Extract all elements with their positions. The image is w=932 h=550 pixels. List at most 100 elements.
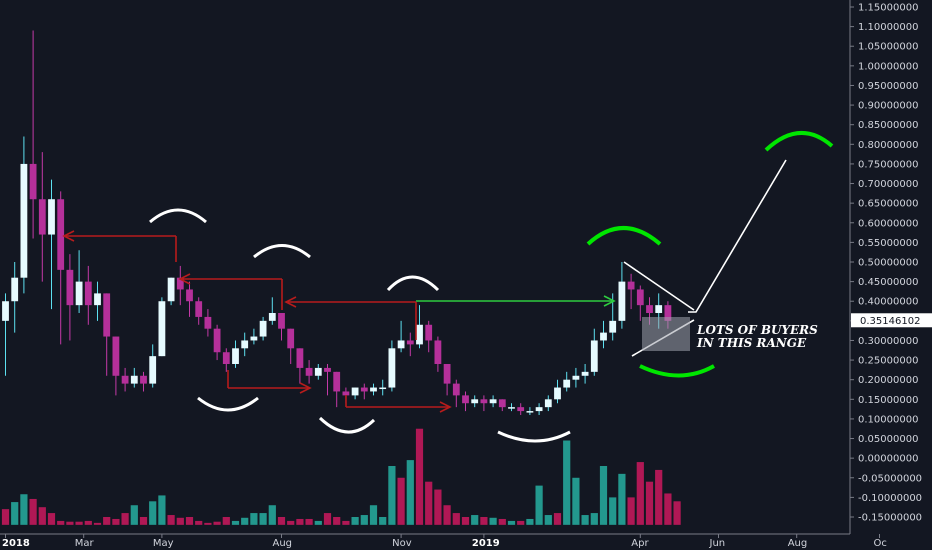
candle-body xyxy=(379,387,387,390)
volume-bar xyxy=(397,477,405,525)
volume-bar xyxy=(636,462,644,525)
price-tick-label: 0.90000000 xyxy=(858,101,918,112)
candle-body xyxy=(121,375,129,384)
red-arrows xyxy=(62,230,452,413)
price-tick-label: 0.60000000 xyxy=(858,218,918,229)
candle-body xyxy=(305,367,313,376)
green-bowl-arc xyxy=(639,364,715,378)
volume-bar xyxy=(195,520,203,525)
volume-bar xyxy=(461,517,470,525)
candle-body xyxy=(388,348,396,388)
annotation-text-line2: IN THIS RANGE xyxy=(696,336,807,350)
candle-body xyxy=(434,340,442,364)
dome-arc xyxy=(386,275,440,292)
candle-body xyxy=(167,277,175,302)
current-price-tag xyxy=(851,313,932,328)
price-tick-label: 0.85000000 xyxy=(858,120,918,131)
volume-bar xyxy=(553,513,562,525)
candle-body xyxy=(443,364,451,384)
volume-bar xyxy=(323,513,332,525)
current-price-label: 0.35146102 xyxy=(860,316,920,327)
candle-body xyxy=(416,324,423,345)
volume-bar xyxy=(572,477,580,525)
candle-body xyxy=(314,367,322,376)
price-tick-label: 0.45000000 xyxy=(858,277,918,288)
candle-body xyxy=(572,375,580,380)
volume-bar xyxy=(655,469,663,525)
candle-body xyxy=(130,375,138,384)
volume-bar xyxy=(360,515,368,525)
candle-body xyxy=(498,399,506,408)
volume-bar xyxy=(112,518,120,525)
volume-bar xyxy=(204,522,212,525)
price-tick-label: 0.15000000 xyxy=(858,395,918,406)
candle-body xyxy=(452,383,460,396)
volume-bar xyxy=(1,509,10,525)
candle-body xyxy=(618,281,626,321)
price-axis-bg xyxy=(850,0,932,550)
volume-bars xyxy=(1,428,681,525)
volume-bar xyxy=(590,513,598,525)
candle-body xyxy=(149,356,157,384)
candle-body xyxy=(140,375,147,384)
candle-body xyxy=(250,336,258,341)
candle-body xyxy=(563,379,571,388)
candle-body xyxy=(609,320,617,333)
candle-body xyxy=(425,324,433,341)
volume-bar xyxy=(563,440,571,525)
time-tick-label: Mar xyxy=(75,538,95,549)
candle-body xyxy=(112,336,120,376)
volume-bar xyxy=(443,505,451,525)
price-tick-label: 0.55000000 xyxy=(858,238,918,249)
time-tick-label: Oc xyxy=(874,538,887,549)
candle-body xyxy=(636,289,644,306)
price-tick-label: 0.10000000 xyxy=(858,414,918,425)
volume-bar xyxy=(406,460,414,525)
candle-body xyxy=(342,391,350,396)
volume-bar xyxy=(507,520,516,525)
volume-bar xyxy=(66,521,74,525)
volume-bar xyxy=(176,517,184,525)
volume-bar xyxy=(673,501,681,525)
price-tick-label: 0.80000000 xyxy=(858,140,918,151)
volume-bar xyxy=(213,521,221,525)
green-target-arc xyxy=(764,131,834,152)
volume-bar xyxy=(526,518,534,525)
volume-bar xyxy=(231,520,240,525)
candle-body xyxy=(2,301,9,321)
volume-bar xyxy=(241,517,249,525)
candle-body xyxy=(462,395,469,404)
volume-bar xyxy=(158,495,166,525)
candle-body xyxy=(535,407,543,412)
annotation-text-line1: LOTS OF BUYERS xyxy=(696,323,818,337)
dome-arc xyxy=(253,244,311,259)
price-tick-label: -0.15000000 xyxy=(858,513,922,524)
time-tick-label: May xyxy=(153,538,174,549)
candle-body xyxy=(94,293,101,306)
candle-body xyxy=(278,313,285,329)
time-tick-label: 2018 xyxy=(2,538,30,549)
candle-body xyxy=(406,340,414,345)
candle-body xyxy=(646,305,653,313)
volume-bar xyxy=(627,497,635,525)
candle-body xyxy=(186,289,193,302)
volume-bar xyxy=(250,513,258,525)
candle-body xyxy=(600,332,607,341)
candle-body xyxy=(581,371,589,376)
price-tick-label: 0.25000000 xyxy=(858,356,918,367)
time-tick-label: Aug xyxy=(273,538,293,549)
volume-bar xyxy=(535,485,543,525)
volume-bar xyxy=(38,507,46,525)
time-tick-label: Aug xyxy=(788,538,808,549)
bowl-arc xyxy=(318,416,376,434)
candle-body xyxy=(38,199,46,235)
candle-body xyxy=(517,407,525,412)
candle-body xyxy=(268,313,276,321)
price-tick-label: 1.00000000 xyxy=(858,61,918,72)
green-dome-arc xyxy=(586,226,662,246)
price-tick-label: 0.70000000 xyxy=(858,179,918,190)
candle-body xyxy=(232,348,239,364)
time-tick-label: 2019 xyxy=(472,538,500,549)
